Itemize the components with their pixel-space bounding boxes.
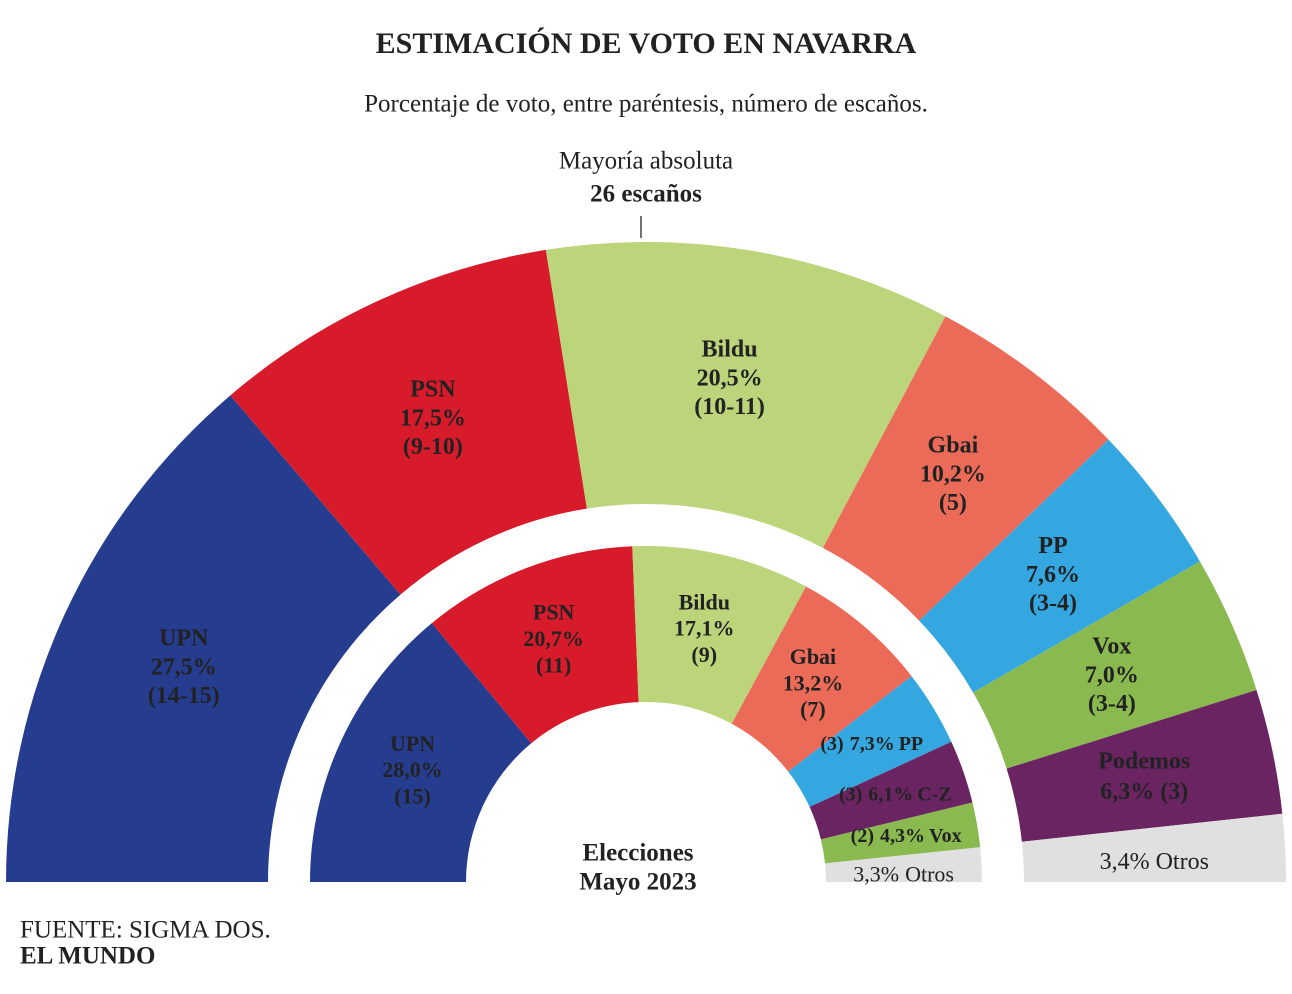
category-label: Bildu — [702, 337, 758, 363]
slice-label: 3,3% Otros — [853, 862, 954, 887]
category-label: PSN — [533, 600, 575, 625]
value-label: 17,1% — [674, 616, 735, 641]
seats-label: (9) — [691, 642, 717, 667]
slice — [973, 561, 1257, 769]
slice — [820, 802, 981, 864]
slice-label: 6,3% (3) — [1100, 778, 1188, 804]
category-label: Otros — [1156, 848, 1209, 874]
seats-label: (3) — [1160, 778, 1188, 804]
value-label: 7,3% — [850, 733, 895, 755]
slice — [545, 241, 946, 548]
slice — [809, 741, 973, 840]
center-label: Elecciones — [582, 840, 693, 867]
value-label: 13,2% — [783, 670, 844, 695]
value-label: 27,5% — [151, 654, 217, 680]
value-label: 17,5% — [400, 405, 466, 431]
value-label: 20,5% — [697, 365, 763, 391]
seats-label: (5) — [939, 490, 967, 516]
seats-label: (15) — [394, 784, 431, 809]
category-label: Bildu — [679, 589, 730, 614]
seats-label: (11) — [536, 653, 571, 678]
value-label: 10,2% — [920, 461, 986, 487]
category-label: Podemos — [1098, 748, 1190, 774]
slice — [632, 546, 807, 724]
category-label: Vox — [1092, 634, 1131, 660]
slice — [431, 546, 639, 744]
annotation: 26 escaños — [590, 181, 702, 208]
slice — [230, 249, 587, 595]
category-label: UPN — [390, 731, 435, 756]
center-label: Mayo 2023 — [579, 869, 696, 896]
value-label: 4,3% — [880, 825, 925, 847]
category-label: Otros — [905, 862, 954, 887]
category-label: Gbai — [928, 433, 979, 459]
slice — [6, 395, 401, 882]
category-label: PP — [899, 733, 923, 755]
seats-label: (3-4) — [1088, 691, 1136, 717]
seats-label: (14-15) — [148, 683, 220, 709]
category-label: PP — [1038, 533, 1067, 559]
chart-title: ESTIMACIÓN DE VOTO EN NAVARRA — [376, 27, 917, 60]
slice — [919, 439, 1200, 693]
value-label: 7,0% — [1085, 662, 1139, 688]
slice — [310, 623, 532, 882]
category-label: UPN — [159, 626, 209, 652]
slice — [731, 586, 912, 772]
slice — [1021, 813, 1286, 882]
value-label: 6,1% — [868, 783, 913, 805]
category-label: Gbai — [790, 644, 836, 669]
seats-label: (3) — [820, 733, 843, 755]
publisher: EL MUNDO — [20, 943, 155, 970]
value-label: 7,6% — [1026, 562, 1080, 588]
value-label: 20,7% — [523, 626, 584, 651]
seats-label: (10-11) — [694, 394, 765, 420]
seats-label: (9-10) — [403, 434, 463, 460]
value-label: 28,0% — [382, 757, 443, 782]
slice — [1006, 689, 1283, 842]
annotation: Mayoría absoluta — [559, 148, 733, 175]
seats-label: (3-4) — [1029, 591, 1077, 617]
category-label: PSN — [410, 376, 456, 402]
slice-label: (3) 6,1% C-Z — [839, 783, 952, 805]
category-label: Vox — [929, 825, 962, 847]
slice-label: (3) 7,3% PP — [820, 733, 923, 755]
value-label: 6,3% — [1100, 778, 1154, 804]
slice-label: 3,4% Otros — [1100, 848, 1209, 874]
seats-label: (3) — [839, 783, 862, 805]
slice — [822, 316, 1109, 621]
seats-label: (2) — [851, 825, 874, 847]
value-label: 3,3% — [853, 862, 899, 887]
source: FUENTE: SIGMA DOS. — [20, 917, 271, 944]
subtitle: Porcentaje de voto, entre paréntesis, nú… — [364, 91, 928, 118]
slice — [825, 847, 982, 882]
seats-label: (7) — [800, 697, 826, 722]
value-label: 3,4% — [1100, 848, 1150, 874]
slice-label: (2) 4,3% Vox — [851, 825, 962, 847]
slice — [788, 676, 952, 807]
category-label: C-Z — [917, 783, 951, 805]
